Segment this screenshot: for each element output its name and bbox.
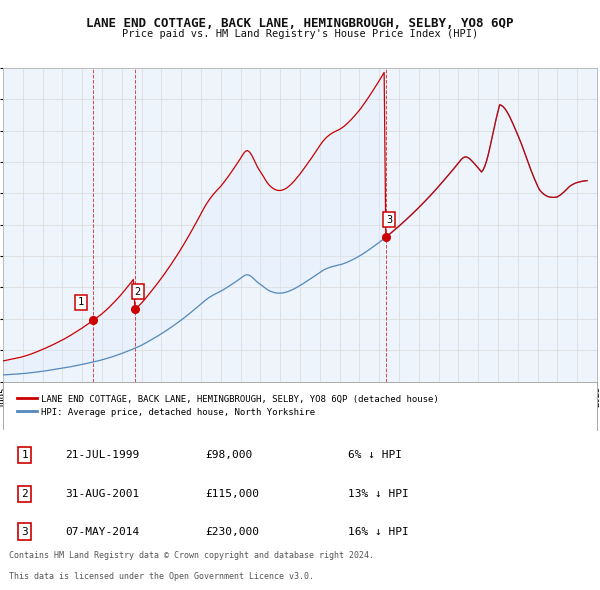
Text: 1: 1 xyxy=(22,450,28,460)
Text: This data is licensed under the Open Government Licence v3.0.: This data is licensed under the Open Gov… xyxy=(9,572,314,581)
Text: 16% ↓ HPI: 16% ↓ HPI xyxy=(347,526,408,536)
Text: 3: 3 xyxy=(386,215,392,225)
Text: 1: 1 xyxy=(78,297,85,307)
Text: £230,000: £230,000 xyxy=(205,526,259,536)
Legend: LANE END COTTAGE, BACK LANE, HEMINGBROUGH, SELBY, YO8 6QP (detached house), HPI:: LANE END COTTAGE, BACK LANE, HEMINGBROUG… xyxy=(13,391,443,421)
Text: Contains HM Land Registry data © Crown copyright and database right 2024.: Contains HM Land Registry data © Crown c… xyxy=(9,552,374,560)
Text: Price paid vs. HM Land Registry's House Price Index (HPI): Price paid vs. HM Land Registry's House … xyxy=(122,29,478,39)
Text: 13% ↓ HPI: 13% ↓ HPI xyxy=(347,489,408,499)
Text: LANE END COTTAGE, BACK LANE, HEMINGBROUGH, SELBY, YO8 6QP: LANE END COTTAGE, BACK LANE, HEMINGBROUG… xyxy=(86,17,514,30)
Text: £115,000: £115,000 xyxy=(205,489,259,499)
Text: 21-JUL-1999: 21-JUL-1999 xyxy=(65,450,140,460)
Text: 6% ↓ HPI: 6% ↓ HPI xyxy=(347,450,401,460)
Text: 3: 3 xyxy=(22,526,28,536)
Text: 2: 2 xyxy=(22,489,28,499)
Text: 07-MAY-2014: 07-MAY-2014 xyxy=(65,526,140,536)
Text: £98,000: £98,000 xyxy=(205,450,252,460)
Text: 31-AUG-2001: 31-AUG-2001 xyxy=(65,489,140,499)
Text: 2: 2 xyxy=(135,287,141,297)
